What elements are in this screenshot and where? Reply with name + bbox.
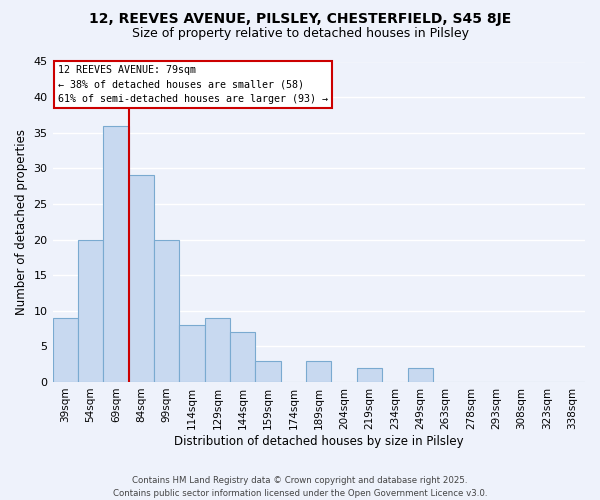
Bar	[78, 240, 103, 382]
Bar	[179, 325, 205, 382]
Bar	[407, 368, 433, 382]
Bar	[53, 318, 78, 382]
Text: Size of property relative to detached houses in Pilsley: Size of property relative to detached ho…	[131, 28, 469, 40]
Bar	[103, 126, 128, 382]
Bar	[128, 176, 154, 382]
Y-axis label: Number of detached properties: Number of detached properties	[15, 128, 28, 314]
Bar	[205, 318, 230, 382]
Bar	[357, 368, 382, 382]
Bar	[230, 332, 256, 382]
Text: 12 REEVES AVENUE: 79sqm
← 38% of detached houses are smaller (58)
61% of semi-de: 12 REEVES AVENUE: 79sqm ← 38% of detache…	[58, 64, 328, 104]
Bar	[306, 360, 331, 382]
X-axis label: Distribution of detached houses by size in Pilsley: Distribution of detached houses by size …	[174, 434, 464, 448]
Bar	[256, 360, 281, 382]
Text: 12, REEVES AVENUE, PILSLEY, CHESTERFIELD, S45 8JE: 12, REEVES AVENUE, PILSLEY, CHESTERFIELD…	[89, 12, 511, 26]
Bar	[154, 240, 179, 382]
Text: Contains HM Land Registry data © Crown copyright and database right 2025.
Contai: Contains HM Land Registry data © Crown c…	[113, 476, 487, 498]
